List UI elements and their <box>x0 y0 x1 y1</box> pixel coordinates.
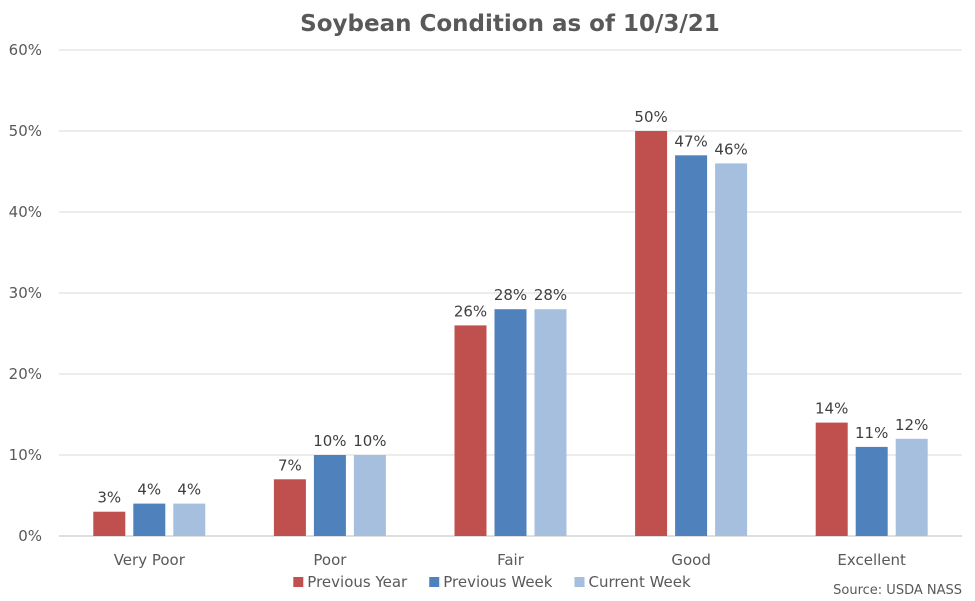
source-note: Source: USDA NASS <box>833 583 962 598</box>
data-label: 14% <box>815 400 848 418</box>
bar <box>675 155 708 537</box>
category-label: Fair <box>497 551 525 569</box>
data-label: 47% <box>674 132 707 150</box>
legend: Previous Year Previous Week Current Week <box>293 573 691 591</box>
data-label: 26% <box>454 302 487 320</box>
legend-item: Previous Year <box>293 573 408 591</box>
bar <box>815 422 848 536</box>
y-tick-label: 30% <box>9 284 42 302</box>
bar <box>273 479 306 536</box>
legend-swatch <box>293 577 304 587</box>
category-label: Poor <box>313 551 347 569</box>
y-tick-label: 50% <box>9 122 42 140</box>
bar <box>855 446 888 536</box>
bar <box>895 438 928 536</box>
y-axis-tick-labels: 0% 10% 20% 30% 40% 50% 60% <box>9 41 42 545</box>
data-label: 4% <box>177 481 201 499</box>
category-labels: Very Poor Poor Fair Good Excellent <box>114 551 906 569</box>
data-label: 46% <box>714 140 747 158</box>
bar <box>93 511 126 536</box>
bar <box>173 503 206 536</box>
data-label: 28% <box>494 286 527 304</box>
bar <box>534 309 567 536</box>
bar <box>635 131 668 536</box>
chart-title: Soybean Condition as of 10/3/21 <box>300 11 720 37</box>
category-label: Very Poor <box>114 551 186 569</box>
data-label: 28% <box>534 286 567 304</box>
y-tick-label: 20% <box>9 365 42 383</box>
bar <box>353 455 386 536</box>
data-label: 7% <box>278 456 302 474</box>
bars <box>93 131 928 537</box>
data-label: 11% <box>855 424 888 442</box>
data-labels: 3% 4% 4% 7% 10% 10% 26% 28% 28% 50% 47% 46% 14% 11% 12… <box>97 108 928 507</box>
bar <box>313 455 346 536</box>
bar <box>494 309 527 536</box>
legend-label: Previous Year <box>307 573 408 591</box>
y-tick-label: 60% <box>9 41 42 59</box>
legend-label: Previous Week <box>443 573 553 591</box>
legend-swatch <box>429 577 440 587</box>
data-label: 12% <box>895 416 928 434</box>
legend-item: Previous Week <box>429 573 553 591</box>
data-label: 3% <box>97 489 121 507</box>
y-tick-label: 40% <box>9 203 42 221</box>
bar <box>454 325 487 536</box>
data-label: 50% <box>634 108 667 126</box>
category-label: Good <box>671 551 711 569</box>
data-label: 10% <box>313 432 346 450</box>
legend-item: Current Week <box>574 573 691 591</box>
legend-label: Current Week <box>588 573 691 591</box>
y-tick-label: 0% <box>18 527 42 545</box>
data-label: 10% <box>353 432 386 450</box>
bar <box>133 503 166 536</box>
y-tick-label: 10% <box>9 446 42 464</box>
category-label: Excellent <box>837 551 906 569</box>
bar <box>715 163 748 536</box>
data-label: 4% <box>137 481 161 499</box>
legend-swatch <box>574 577 585 587</box>
